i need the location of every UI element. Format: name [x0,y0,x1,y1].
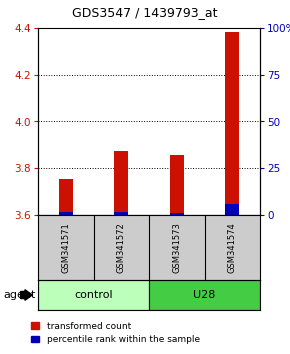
Legend: transformed count, percentile rank within the sample: transformed count, percentile rank withi… [28,318,203,348]
Text: GDS3547 / 1439793_at: GDS3547 / 1439793_at [72,6,218,19]
Bar [149,280,260,310]
Text: GSM341574: GSM341574 [228,222,237,273]
Text: GSM341572: GSM341572 [117,222,126,273]
Bar [114,152,128,215]
Bar [38,280,149,310]
Bar [170,213,184,215]
Bar [170,155,184,215]
Bar [114,212,128,215]
Text: control: control [74,290,113,300]
Text: U28: U28 [193,290,216,300]
Text: GSM341573: GSM341573 [172,222,181,273]
Text: agent: agent [3,290,35,300]
Text: GSM341571: GSM341571 [61,222,70,273]
Bar [59,179,73,215]
Bar [59,212,73,215]
Bar [225,204,239,215]
Bar [225,32,239,215]
